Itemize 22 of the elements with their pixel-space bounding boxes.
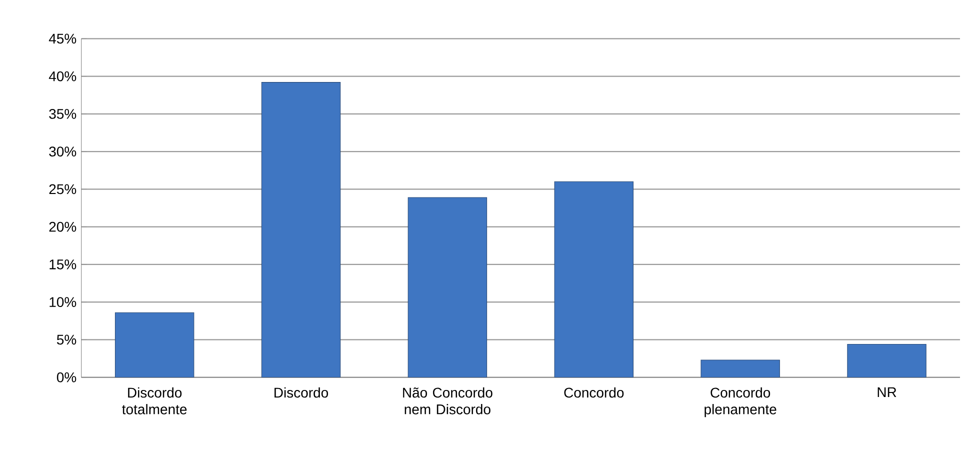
y-tick-label: 15% xyxy=(50,260,76,270)
y-tick-label: 20% xyxy=(49,222,76,232)
y-tick-label: 35% xyxy=(49,108,76,119)
bar xyxy=(408,197,488,378)
y-tick-label: 30% xyxy=(49,146,76,157)
y-tick-label: 45% xyxy=(48,34,76,44)
bar xyxy=(554,181,634,378)
y-tick-label: 25% xyxy=(49,184,76,194)
x-tick-label: Discordo totalmente xyxy=(122,387,187,414)
x-tick-label: Concordo xyxy=(564,387,624,398)
x-tick-label: Concordo plenamente xyxy=(704,387,776,418)
y-tick-label: 40% xyxy=(48,71,76,82)
bar xyxy=(847,344,926,378)
y-tick-label: 5% xyxy=(56,334,76,345)
bar xyxy=(261,82,341,378)
x-tick-label: Discordo xyxy=(274,387,328,398)
y-tick-label: 10% xyxy=(50,297,76,308)
bar xyxy=(700,360,780,378)
y-tick-label: 0% xyxy=(56,372,76,382)
bar xyxy=(114,312,194,378)
x-tick-label: NR xyxy=(878,387,896,397)
x-tick-label: Não Concordo nem Discordo xyxy=(403,387,492,414)
